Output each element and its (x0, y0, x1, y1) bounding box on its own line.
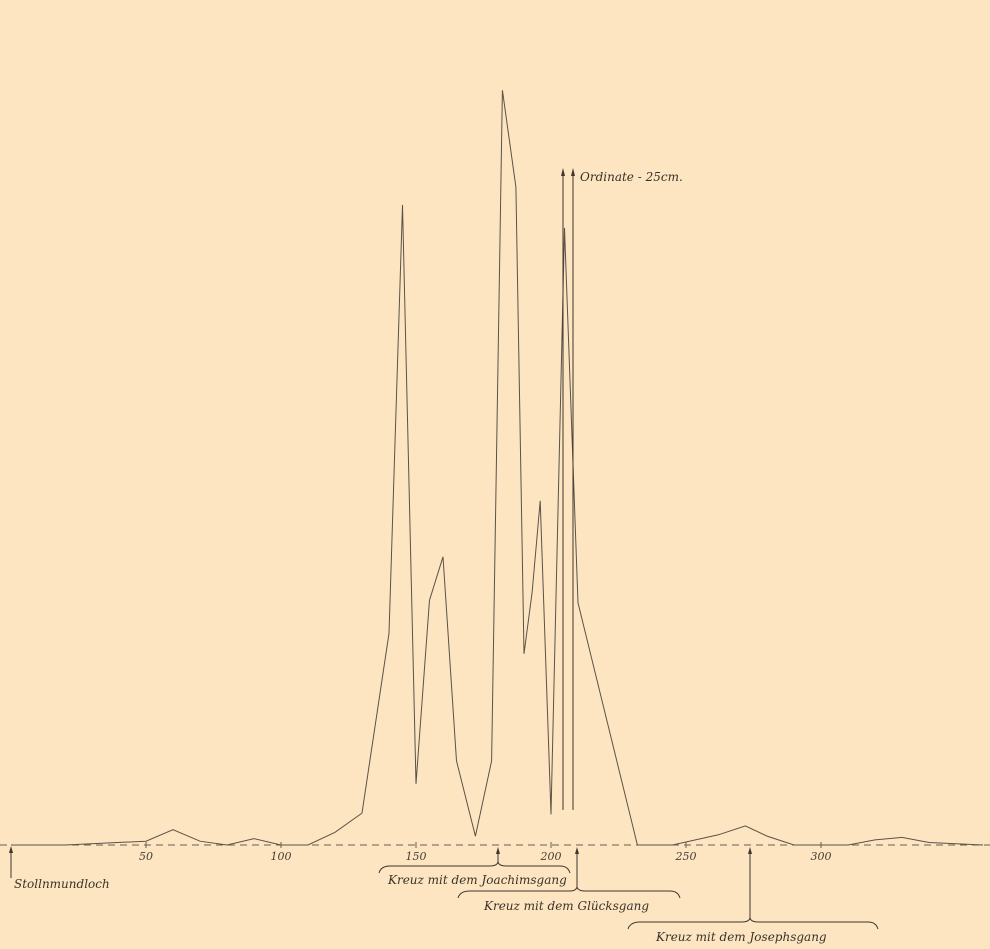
marker-gluecksgang-brace (457, 886, 681, 899)
ordinate-arrowhead-right (571, 168, 575, 176)
x-axis-ticks: 50 100 150 200 250 300 (139, 842, 832, 863)
marker-gluecksgang-label: Kreuz mit dem Glücksgang (483, 899, 649, 913)
marker-josephsgang-label: Kreuz mit dem Josephsgang (655, 930, 827, 944)
assay-profile-line (11, 90, 984, 846)
marker-joachimsgang-label: Kreuz mit dem Joachimsgang (387, 873, 567, 887)
ordinate-label: Ordinate - 25cm. (580, 170, 683, 184)
marker-josephsgang-brace (627, 917, 879, 930)
x-tick-label-200: 200 (540, 850, 562, 863)
marker-josephsgang-arrowhead (748, 847, 752, 854)
marker-gluecksgang-arrowhead (575, 847, 579, 854)
x-tick-label-250: 250 (675, 850, 697, 863)
marker-stollnmundloch-arrowhead (9, 846, 13, 853)
ordinate-arrowhead-left (561, 168, 565, 176)
marker-joachimsgang-brace (378, 861, 571, 874)
marker-joachimsgang-arrowhead (496, 847, 500, 854)
ordinate-indicator: Ordinate - 25cm. (561, 168, 683, 810)
location-markers: Stollnmundloch Kreuz mit dem Joachimsgan… (9, 846, 879, 944)
x-tick-label-150: 150 (406, 850, 427, 863)
x-tick-label-50: 50 (139, 850, 153, 863)
x-tick-label-100: 100 (271, 850, 292, 863)
marker-stollnmundloch-label: Stollnmundloch (14, 877, 110, 891)
x-tick-label-300: 300 (811, 850, 832, 863)
